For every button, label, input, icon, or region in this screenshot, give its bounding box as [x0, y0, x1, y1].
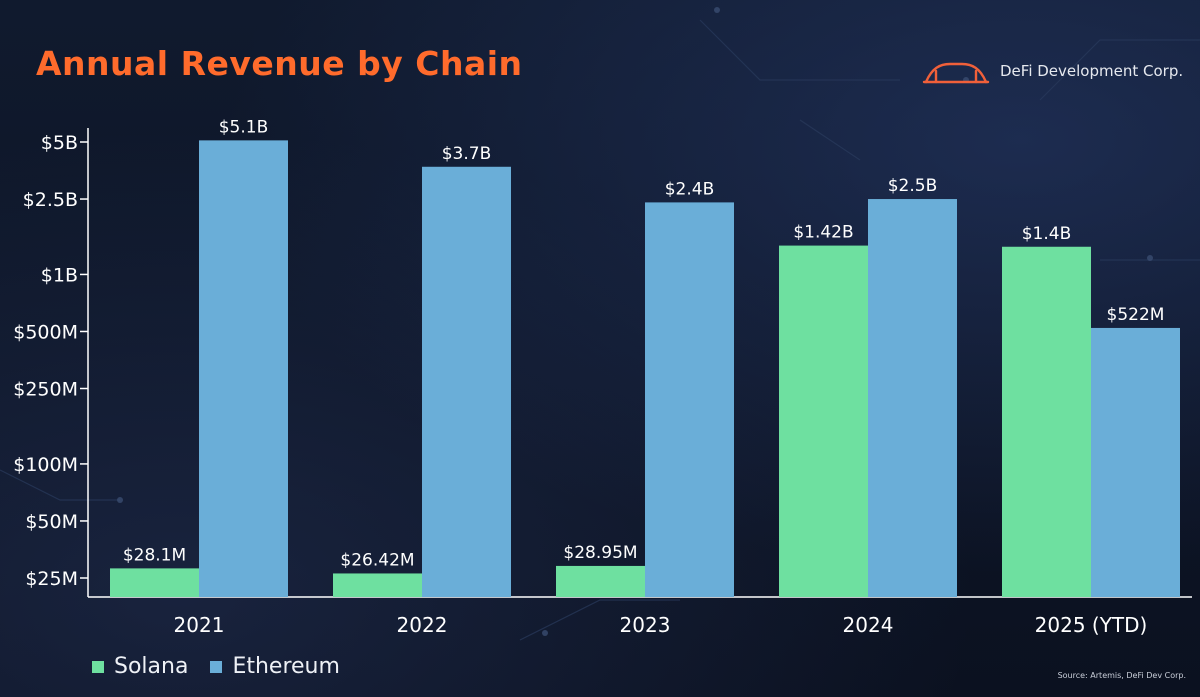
- legend-swatch-ethereum: [210, 660, 223, 673]
- bar-solana-2025: [1002, 246, 1091, 598]
- chart-title: Annual Revenue by Chain: [36, 44, 523, 83]
- x-tick-label: 2025 (YTD): [1035, 613, 1148, 637]
- bar-solana-2024: [779, 245, 868, 597]
- bar-solana-2023: [556, 565, 645, 597]
- y-tick-label: $25M: [25, 568, 78, 590]
- x-tick-label: 2024: [843, 613, 894, 637]
- y-tick-label: $100M: [13, 454, 78, 476]
- data-label-solana: $28.95M: [563, 543, 637, 563]
- data-label-solana: $26.42M: [340, 550, 414, 570]
- data-label-ethereum: $522M: [1107, 305, 1165, 325]
- data-label-solana: $28.1M: [123, 545, 186, 565]
- y-tick-label: $1B: [41, 264, 78, 286]
- chart-legend: Solana Ethereum: [92, 654, 362, 679]
- x-tick-label: 2023: [620, 613, 671, 637]
- data-label-solana: $1.42B: [793, 223, 853, 243]
- legend-item-ethereum: Ethereum: [210, 654, 340, 679]
- y-tick-label: $50M: [25, 511, 78, 533]
- y-tick-label: $500M: [13, 321, 78, 343]
- bar-solana-2021: [110, 568, 199, 597]
- y-tick-label: $2.5B: [23, 189, 78, 211]
- brand: DeFi Development Corp.: [922, 58, 1183, 84]
- source-note: Source: Artemis, DeFi Dev Corp.: [1057, 671, 1186, 680]
- bar-ethereum-2024: [868, 199, 957, 597]
- bar-ethereum-2025: [1091, 327, 1180, 597]
- bar-ethereum-2022: [422, 166, 511, 597]
- bar-ethereum-2023: [645, 202, 734, 597]
- data-label-ethereum: $5.1B: [219, 117, 269, 137]
- legend-label-ethereum: Ethereum: [232, 654, 340, 679]
- bar-ethereum-2021: [199, 140, 288, 598]
- brand-name: DeFi Development Corp.: [1000, 62, 1184, 80]
- data-label-ethereum: $2.4B: [665, 179, 715, 199]
- data-label-ethereum: $3.7B: [442, 144, 492, 164]
- legend-label-solana: Solana: [114, 654, 189, 679]
- logo-icon: [922, 62, 990, 84]
- y-tick-label: $5B: [41, 132, 78, 154]
- data-label-ethereum: $2.5B: [888, 176, 938, 196]
- x-tick-label: 2021: [174, 613, 225, 637]
- bar-solana-2022: [333, 573, 422, 597]
- y-tick-label: $250M: [13, 379, 78, 401]
- legend-item-solana: Solana: [92, 654, 188, 679]
- data-label-solana: $1.4B: [1022, 224, 1072, 244]
- x-tick-label: 2022: [397, 613, 448, 637]
- legend-swatch-solana: [92, 660, 104, 673]
